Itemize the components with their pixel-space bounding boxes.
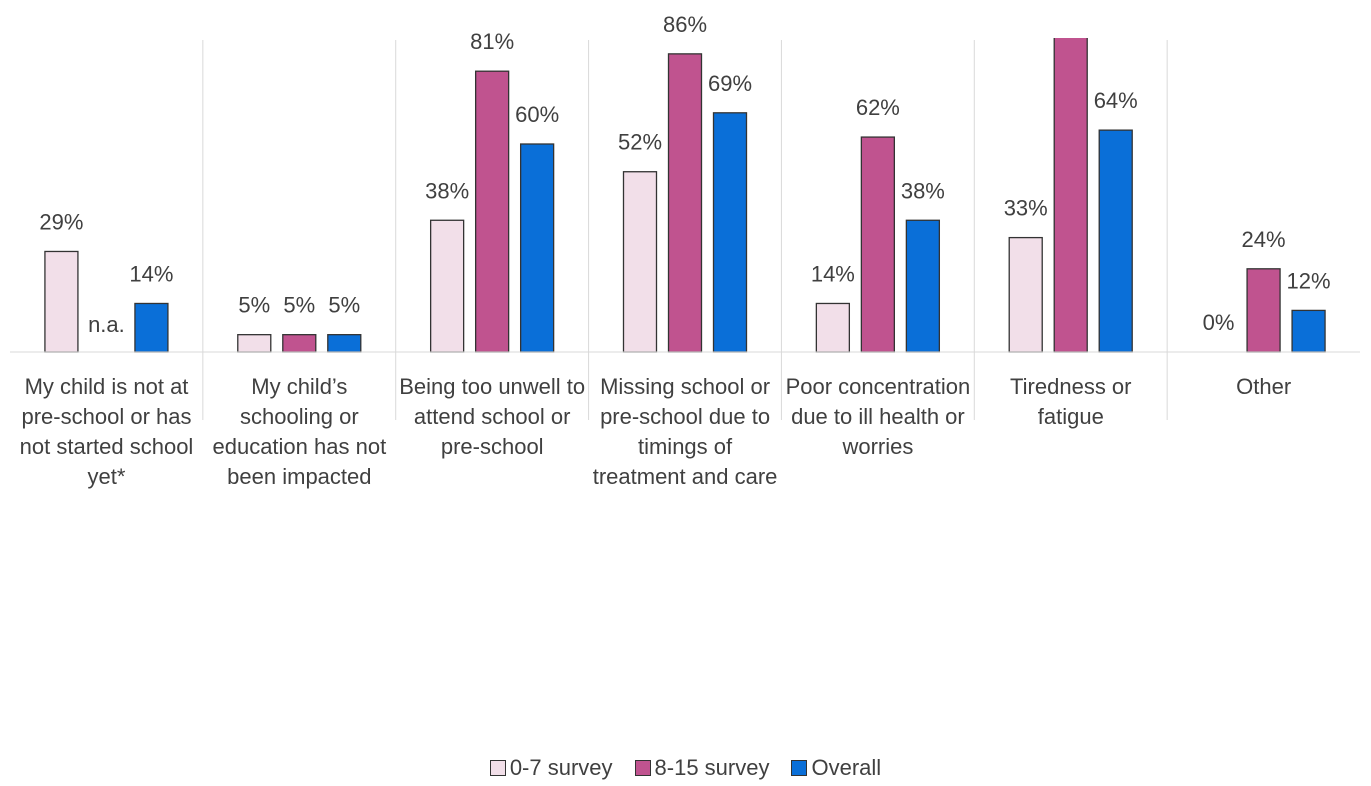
x-tick-label: My child’s schooling or education has no… [212,374,387,489]
legend-swatch [791,760,808,776]
legend-item: 0-7 survey [489,755,613,781]
bar [44,250,79,353]
value-label: n.a. [88,312,125,337]
legend-swatch [489,760,506,776]
value-label: 29% [39,209,83,234]
bar [134,302,169,353]
x-tick-label: Being too unwell to attend school or pre… [399,374,586,459]
value-label: 64% [1094,88,1138,113]
value-label: 33% [1004,196,1048,221]
x-tick-label: Missing school or pre-school due to timi… [592,374,778,489]
bar [1246,268,1281,353]
bar [622,171,658,353]
legend-swatch [634,760,651,776]
bar [237,334,272,353]
bar [519,143,555,353]
x-tick-label: My child is not at pre-school or has not… [19,374,194,489]
bars [44,38,1326,353]
bar [474,70,510,353]
legend-label: 0-7 survey [509,755,613,780]
bar [712,112,748,353]
bar [327,334,362,353]
bar [429,219,465,353]
x-tick-label: Tiredness or fatigue [1010,374,1132,429]
value-label: 5% [283,293,315,318]
value-label: 0% [1203,310,1235,335]
x-tick-label: Other [1236,374,1292,399]
legend-item: Overall [791,755,881,781]
bar [282,334,317,353]
bar [860,136,896,353]
x-tick-label: Poor concentration due to ill health or … [785,374,971,459]
value-label: 12% [1287,268,1331,293]
legend-item: 8-15 survey [634,755,770,781]
bar [667,53,703,353]
value-label: 86% [663,12,707,37]
value-label: 38% [901,178,945,203]
value-label: 60% [515,102,559,127]
legend: 0-7 survey 8-15 survey Overall [0,755,1371,781]
value-label: 14% [811,261,855,286]
value-label: 5% [328,293,360,318]
bar [1053,38,1088,353]
value-label: 38% [425,178,469,203]
value-label: 81% [470,29,514,54]
bar [1008,236,1043,353]
value-label: 14% [129,261,173,286]
legend-label: 8-15 survey [654,755,770,780]
bar [1098,129,1133,353]
bar [815,302,851,353]
bar [1291,309,1326,353]
value-label: 69% [708,71,752,96]
value-label: 24% [1242,227,1286,252]
legend-label: Overall [811,755,882,780]
bar [905,219,941,353]
value-label: 62% [856,95,900,120]
value-label: 5% [238,293,270,318]
value-label: 52% [618,130,662,155]
